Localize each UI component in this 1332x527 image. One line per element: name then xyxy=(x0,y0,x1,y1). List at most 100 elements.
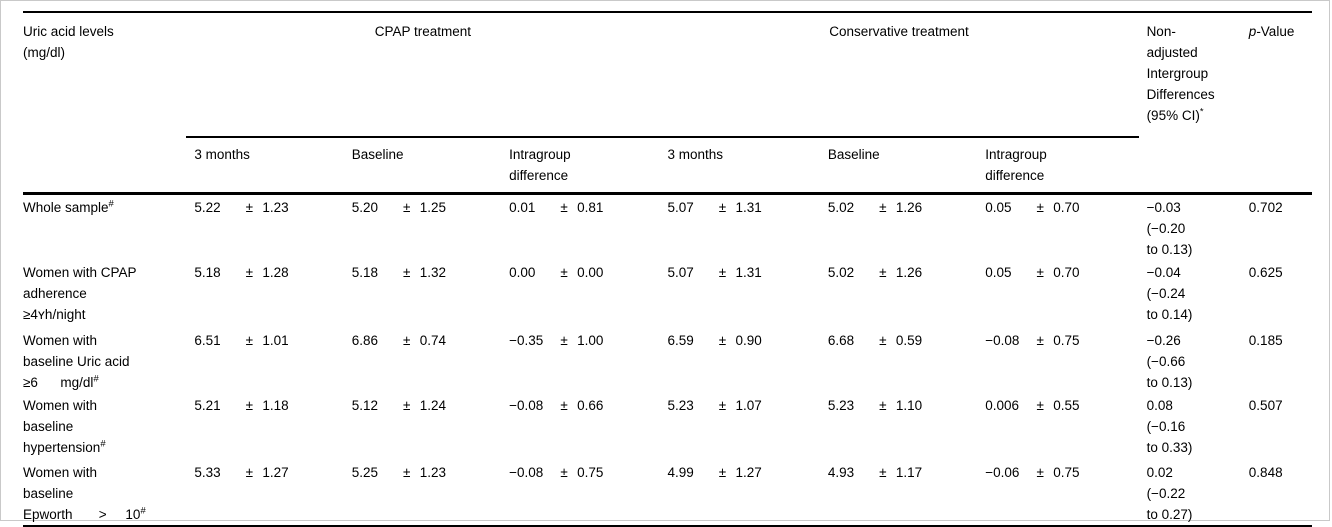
cpap-3-months-cell: 5.18 ± 1.28 xyxy=(186,260,343,328)
plus-minus-sign: ± xyxy=(245,398,254,413)
sd-value: 0.90 xyxy=(735,333,762,348)
sd-value: 1.07 xyxy=(735,398,762,413)
cpap-baseline-cell: 5.18 ± 1.32 xyxy=(344,260,501,328)
measure-triplet: −0.35 ± 1.00 xyxy=(501,330,659,351)
mean-value: 5.12 xyxy=(351,398,379,413)
row-label: Women with baseline Uric acid ≥6 mg/dl# xyxy=(23,333,130,390)
mean-value: 5.07 xyxy=(667,200,694,215)
measure-triplet: 5.25 ± 1.23 xyxy=(344,462,501,483)
p-value-cell: 0.507 xyxy=(1242,393,1312,460)
cpap-3-months-cell: 5.33 ± 1.27 xyxy=(186,460,343,526)
conservative-intragroup-cell: −0.06 ± 0.75 xyxy=(977,460,1138,526)
sd-value: 0.70 xyxy=(1053,265,1080,280)
conservative-baseline-cell: 6.68 ± 0.59 xyxy=(820,328,977,393)
plus-minus-sign: ± xyxy=(403,333,411,348)
plus-minus-sign: ± xyxy=(403,398,411,413)
row-label: Women with baseline hypertension# xyxy=(23,398,106,455)
mean-value: 0.05 xyxy=(985,200,1012,215)
conservative-3-months-cell: 5.07 ± 1.31 xyxy=(659,260,819,328)
mean-value: 6.59 xyxy=(667,333,694,348)
cpap-intragroup-cell: −0.35 ± 1.00 xyxy=(501,328,659,393)
plus-minus-sign: ± xyxy=(245,465,254,480)
measure-triplet: 5.23 ± 1.10 xyxy=(820,395,977,416)
row-label-cell: Women with CPAP adherence ≥4ʏh/night xyxy=(23,260,186,328)
sd-value: 1.10 xyxy=(895,398,923,413)
measure-triplet: 6.68 ± 0.59 xyxy=(820,330,977,351)
mean-value: 5.18 xyxy=(351,265,379,280)
sd-value: 1.26 xyxy=(895,265,923,280)
plus-minus-sign: ± xyxy=(1036,465,1044,480)
p-value: 0.625 xyxy=(1248,265,1283,280)
subheader-cpap-baseline: Baseline xyxy=(343,137,502,195)
plus-minus-sign: ± xyxy=(718,265,727,280)
conservative-intragroup-cell: 0.006 ± 0.55 xyxy=(977,393,1138,460)
header-p-value-italic: p xyxy=(1248,24,1257,39)
intergroup-ci-value: −0.04 (−0.24 to 0.14) xyxy=(1146,265,1193,322)
measure-triplet: 4.99 ± 1.27 xyxy=(659,462,819,483)
plus-minus-sign: ± xyxy=(879,398,887,413)
cpap-intragroup-cell: 0.01 ± 0.81 xyxy=(501,194,659,261)
measure-triplet: −0.08 ± 0.66 xyxy=(501,395,659,416)
intergroup-ci-cell: −0.04 (−0.24 to 0.14) xyxy=(1139,260,1242,328)
intergroup-ci-cell: 0.02 (−0.22 to 0.27) xyxy=(1139,460,1242,526)
plus-minus-sign: ± xyxy=(718,398,727,413)
sd-value: 0.75 xyxy=(1053,333,1080,348)
sd-value: 0.00 xyxy=(577,265,604,280)
conservative-baseline-cell: 5.02 ± 1.26 xyxy=(820,194,977,261)
conservative-intragroup-cell: −0.08 ± 0.75 xyxy=(977,328,1138,393)
measure-triplet: 6.86 ± 0.74 xyxy=(344,330,501,351)
mean-value: 5.18 xyxy=(194,265,221,280)
header-uric-acid-levels-text: Uric acid levels (mg/dl) xyxy=(23,24,114,60)
plus-minus-sign: ± xyxy=(403,200,411,215)
plus-minus-sign: ± xyxy=(560,333,568,348)
plus-minus-sign: ± xyxy=(1036,265,1044,280)
mean-value: 5.25 xyxy=(351,465,379,480)
conservative-baseline-cell: 5.02 ± 1.26 xyxy=(820,260,977,328)
row-label: Women with CPAP adherence ≥4ʏh/night xyxy=(23,265,137,322)
mean-value: 5.02 xyxy=(827,265,855,280)
mean-value: −0.08 xyxy=(985,333,1020,348)
conservative-baseline-cell: 4.93 ± 1.17 xyxy=(820,460,977,526)
cpap-baseline-cell: 5.12 ± 1.24 xyxy=(344,393,501,460)
measure-triplet: 5.02 ± 1.26 xyxy=(820,262,977,283)
subheader-cpap-3-months: 3 months xyxy=(186,137,344,195)
plus-minus-sign: ± xyxy=(879,265,887,280)
measure-triplet: 0.05 ± 0.70 xyxy=(977,262,1138,283)
measure-triplet: 5.23 ± 1.07 xyxy=(659,395,819,416)
mean-value: −0.06 xyxy=(985,465,1020,480)
header-p-value: p-Value xyxy=(1241,12,1312,195)
p-value-cell: 0.848 xyxy=(1242,460,1312,526)
cpap-intragroup-cell: −0.08 ± 0.66 xyxy=(501,393,659,460)
uric-acid-table-wrapper: Uric acid levels (mg/dl) CPAP treatment … xyxy=(23,11,1312,527)
mean-value: 5.22 xyxy=(194,200,221,215)
row-label-cell: Women with baseline Uric acid ≥6 mg/dl# xyxy=(23,328,186,393)
sd-value: 1.31 xyxy=(735,200,762,215)
intergroup-ci-value: −0.03 (−0.20 to 0.13) xyxy=(1146,200,1193,257)
sd-value: 0.81 xyxy=(577,200,604,215)
sd-value: 0.59 xyxy=(895,333,923,348)
mean-value: 4.99 xyxy=(667,465,694,480)
conservative-3-months-cell: 5.07 ± 1.31 xyxy=(659,194,819,261)
row-label: Whole sample# xyxy=(23,198,114,215)
measure-triplet: 5.20 ± 1.25 xyxy=(344,197,501,218)
sd-value: 1.32 xyxy=(419,265,447,280)
row-label-cell: Women with baseline Epworth > 10# xyxy=(23,460,186,526)
group-header-cpap-treatment: CPAP treatment xyxy=(186,12,660,138)
p-value-cell: 0.625 xyxy=(1242,260,1312,328)
subheader-cons-baseline: Baseline xyxy=(819,137,978,195)
sd-value: 1.28 xyxy=(262,265,289,280)
measure-triplet: 5.02 ± 1.26 xyxy=(820,197,977,218)
plus-minus-sign: ± xyxy=(560,465,568,480)
plus-minus-sign: ± xyxy=(1036,398,1044,413)
measure-triplet: −0.06 ± 0.75 xyxy=(977,462,1138,483)
sd-value: 1.27 xyxy=(735,465,762,480)
intergroup-ci-cell: 0.08 (−0.16 to 0.33) xyxy=(1139,393,1242,460)
mean-value: 5.23 xyxy=(667,398,694,413)
conservative-3-months-cell: 4.99 ± 1.27 xyxy=(659,460,819,526)
plus-minus-sign: ± xyxy=(245,200,254,215)
mean-value: 5.07 xyxy=(667,265,694,280)
measure-triplet: 0.01 ± 0.81 xyxy=(501,197,659,218)
measure-triplet: −0.08 ± 0.75 xyxy=(501,462,659,483)
header-nonadjusted-differences: Non- adjusted Intergroup Differences (95… xyxy=(1138,12,1242,195)
